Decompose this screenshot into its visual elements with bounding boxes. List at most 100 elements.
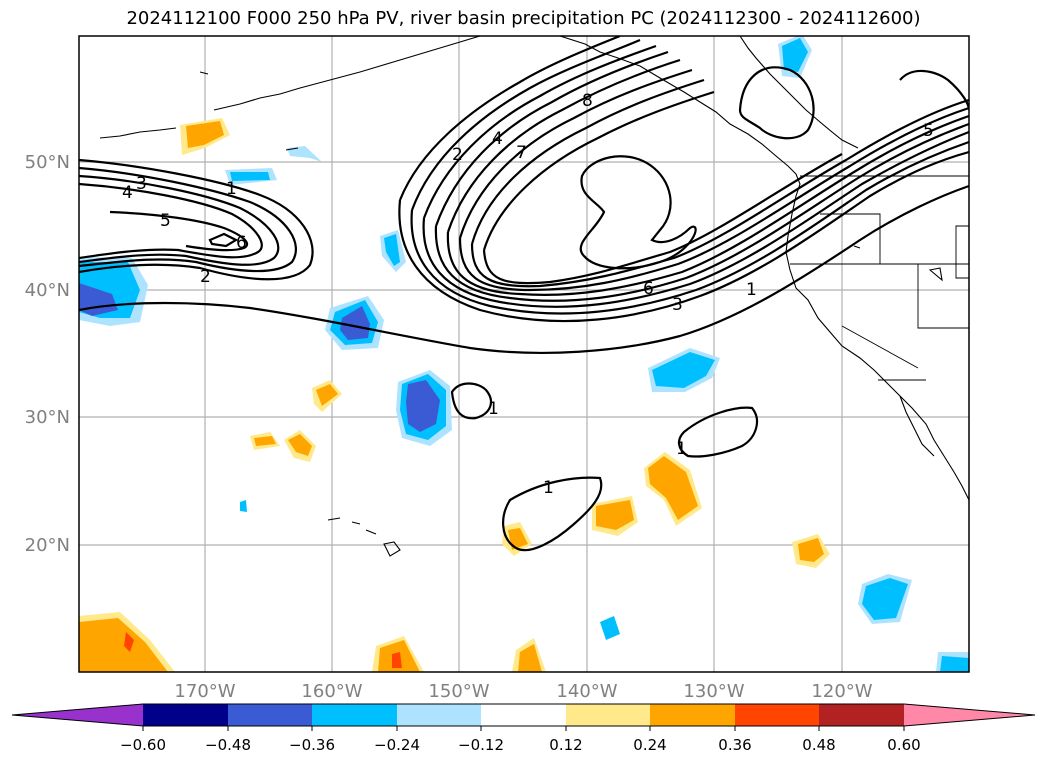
pv-label-6-w: 6: [236, 233, 247, 253]
colorbar-segment-3: [312, 704, 397, 726]
pv-ridge-4: [434, 50, 669, 227]
lon-tick-140w: 140°W: [556, 681, 617, 702]
pv-contour-1-d: [502, 476, 603, 552]
precip-blob-central-negative-1: [325, 296, 384, 350]
pv-trough-5: [446, 114, 969, 296]
colorbar-tick-4: −0.12: [458, 736, 504, 754]
pv-ridge-5: [446, 58, 681, 233]
pv-label-1-t: 1: [676, 439, 687, 459]
precip-blob-east-negative: [648, 348, 720, 392]
precip-blob-positive-south-2: [512, 638, 546, 672]
lat-tick-labels: 50°N 40°N 30°N 20°N: [25, 152, 70, 556]
lat-tick-50n: 50°N: [25, 152, 70, 173]
lon-tick-130w: 130°W: [683, 681, 744, 702]
precip-blob-aleutian-positive: [180, 118, 230, 155]
pv-ridge-8: [482, 90, 715, 251]
pv-trough-4: [434, 122, 969, 302]
pv-label-2-n: 2: [452, 145, 463, 165]
colorbar-tick-2: −0.36: [289, 736, 335, 754]
lat-tick-30n: 30°N: [25, 407, 70, 428]
pv-trough-6: [458, 106, 969, 292]
colorbar-tick-9: 0.60: [887, 736, 920, 754]
colorbar-tick-8: 0.48: [802, 736, 835, 754]
precip-blob-central-negative-2: [380, 230, 406, 272]
pv-label-5-w: 5: [160, 211, 171, 231]
contour-labels: 1 2 3 4 5 6 2 4 7 8 6 3 1 5 1 1 1: [122, 91, 934, 498]
pv-trough-1: [398, 150, 969, 323]
precip-blob-positive-southwest: [79, 612, 175, 672]
pv-ridge-6: [458, 68, 693, 239]
pv-contours: [79, 36, 969, 552]
precip-blob-north-negative: [778, 36, 812, 78]
pv-label-3-s: 3: [672, 295, 683, 315]
pv-label-8-n: 8: [582, 91, 593, 111]
colorbar-tick-0: −0.60: [120, 736, 166, 754]
colorbar-tick-5: 0.12: [549, 736, 582, 754]
pv-trough-7: [470, 98, 969, 288]
map-title: 2024112100 F000 250 hPa PV, river basin …: [126, 8, 921, 29]
colorbar-tick-1: −0.48: [205, 736, 251, 754]
colorbar-tick-3: −0.24: [374, 736, 420, 754]
precip-blob-small-positive-1: [312, 380, 342, 412]
pv-contour-2-west: [79, 166, 297, 273]
precip-blob-positive-east: [644, 452, 702, 526]
pv-label-1-s: 1: [746, 280, 757, 300]
precip-blob-central-negative-3: [396, 370, 452, 446]
lon-tick-150w: 150°W: [428, 681, 489, 702]
pv-contour-outer: [79, 184, 969, 354]
lon-tick-labels: 170°W 160°W 150°W 140°W 130°W 120°W: [174, 681, 872, 702]
colorbar-segment-5: [481, 704, 566, 726]
precip-blob-positive-south-central: [592, 496, 638, 536]
precip-blob-far-southeast-negative: [936, 652, 969, 672]
pv-trough-8: [482, 153, 843, 285]
colorbar: −0.60 −0.48 −0.36 −0.24 −0.12 0.12 0.24 …: [11, 703, 1036, 754]
pv-contour-west-small: [208, 232, 239, 248]
pv-label-1-d: 1: [543, 478, 554, 498]
pv-label-1-w: 1: [226, 179, 237, 199]
lat-tick-40n: 40°N: [25, 280, 70, 301]
pv-ridge-1: [398, 36, 621, 201]
precip-blob-positive-south-1: [372, 636, 424, 672]
colorbar-segment-2: [228, 704, 312, 726]
colorbar-tick-6: 0.24: [633, 736, 666, 754]
pv-label-3-w: 3: [136, 174, 147, 194]
pv-label-4-w: 4: [122, 183, 133, 203]
colorbar-segment-6: [566, 704, 650, 726]
colorbar-segment-4: [397, 704, 481, 726]
precip-blob-small-negative-1: [225, 168, 277, 185]
pv-label-5-e: 5: [923, 121, 934, 141]
lon-tick-170w: 170°W: [174, 681, 235, 702]
colorbar-tick-7: 0.36: [718, 736, 751, 754]
pv-ridge-2: [410, 38, 641, 211]
precip-blob-small-negative-4: [240, 500, 247, 512]
colorbar-segment-7: [650, 704, 735, 726]
precip-blob-small-negative-2: [287, 146, 322, 162]
pv-trough-3: [422, 130, 969, 308]
pv-label-1-c: 1: [488, 399, 499, 419]
pv-contour-1-t: [678, 406, 759, 458]
pv-label-6-s: 6: [643, 279, 654, 299]
colorbar-segment-1: [143, 704, 228, 726]
pv-trough-2: [410, 140, 969, 315]
pv-closed-central: [579, 155, 697, 270]
precip-blob-southeast-negative: [858, 574, 912, 624]
pv-contour-5-west: [109, 210, 249, 252]
lon-tick-120w: 120°W: [811, 681, 872, 702]
precip-blob-positive-southeast: [792, 534, 830, 568]
pv-contour-1-c: [450, 382, 493, 420]
precip-blob-small-negative-3: [600, 616, 620, 640]
colorbar-segment-8: [735, 704, 819, 726]
colorbar-segment-10: [904, 704, 1035, 726]
precip-blob-small-positive-3: [284, 430, 316, 462]
pv-contour-north-east-2: [899, 69, 969, 111]
pv-label-4-n: 4: [492, 129, 503, 149]
pv-ridge-7: [470, 78, 705, 245]
precip-blob-small-positive-2: [250, 432, 280, 450]
pv-label-7-n: 7: [516, 143, 527, 163]
coastlines: [99, 36, 969, 557]
pv-contour-4-west: [79, 182, 263, 260]
pv-contour-north-east: [738, 66, 815, 140]
pv-label-2-w: 2: [200, 267, 211, 287]
colorbar-segment-0: [12, 704, 143, 726]
